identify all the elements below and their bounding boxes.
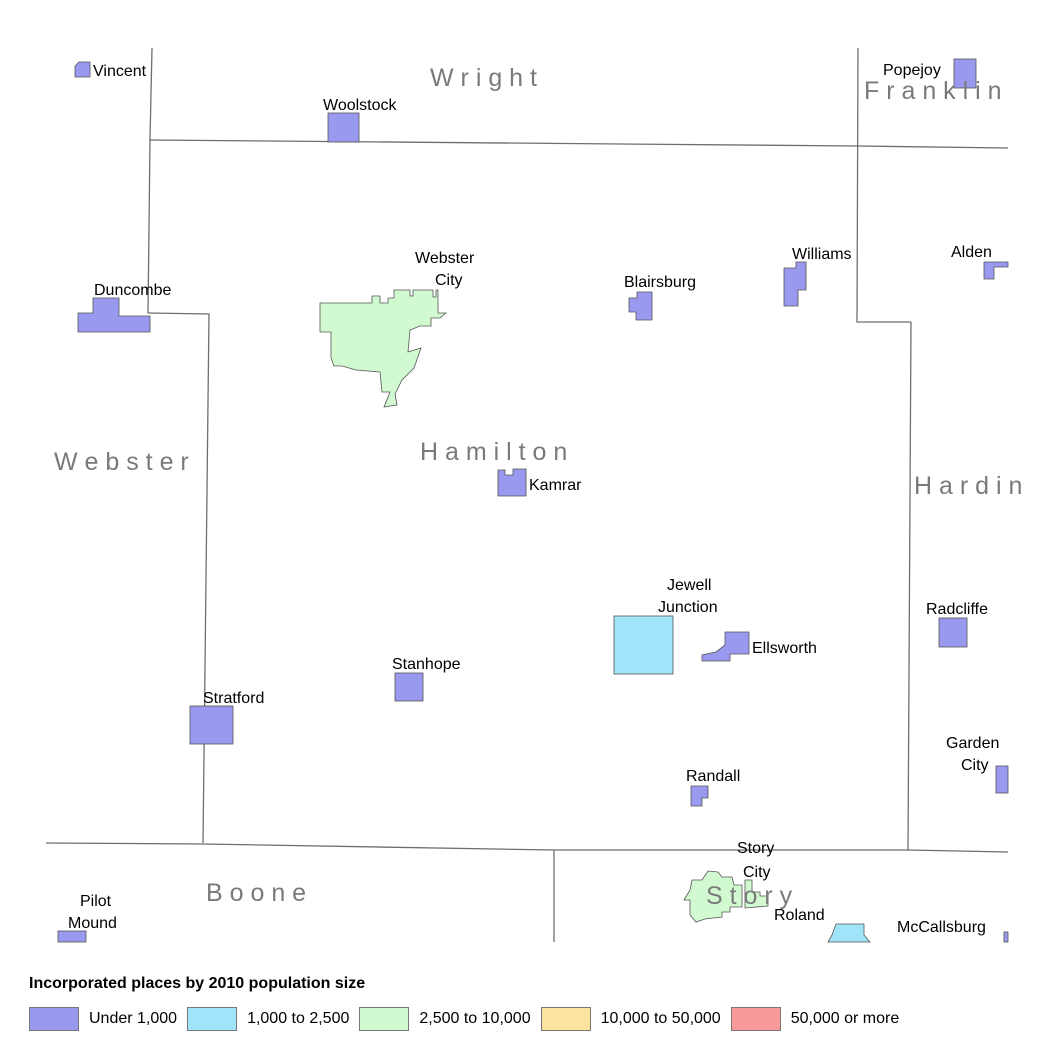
place-label-garden-city-2: City bbox=[961, 757, 989, 774]
place-alden[interactable] bbox=[983, 261, 1009, 280]
place-webster-city[interactable] bbox=[319, 289, 448, 408]
boundary-hamilton-hardin bbox=[907, 321, 912, 851]
place-label-blairsburg: Blairsburg bbox=[624, 274, 696, 291]
legend-item-2500-10000: 2,500 to 10,000 bbox=[359, 1007, 531, 1031]
place-label-pilot-mound-2: Mound bbox=[68, 915, 117, 932]
place-label-pilot-mound-1: Pilot bbox=[80, 893, 112, 910]
place-label-jewell-junction-1: Jewell bbox=[667, 577, 711, 594]
place-popejoy[interactable] bbox=[953, 58, 977, 89]
legend-item-10000-50000: 10,000 to 50,000 bbox=[540, 1007, 721, 1031]
legend-label-1000-2500: 1,000 to 2,500 bbox=[247, 1010, 350, 1027]
legend-item-1000-2500: 1,000 to 2,500 bbox=[187, 1007, 349, 1031]
place-label-popejoy: Popejoy bbox=[883, 62, 941, 79]
county-label-boone: B o o n e bbox=[206, 879, 306, 907]
place-label-jewell-junction-2: Junction bbox=[658, 599, 718, 616]
legend-label-10000-50000: 10,000 to 50,000 bbox=[600, 1010, 721, 1027]
place-label-ellsworth: Ellsworth bbox=[752, 640, 817, 657]
legend-swatch-10000-50000 bbox=[540, 1007, 591, 1031]
place-label-stratford: Stratford bbox=[203, 690, 264, 707]
place-williams[interactable] bbox=[783, 261, 807, 307]
place-label-duncombe: Duncombe bbox=[94, 282, 171, 299]
county-label-hamilton: H a m i l t o n bbox=[420, 438, 567, 466]
place-label-woolstock: Woolstock bbox=[323, 97, 398, 114]
place-pilot-mound[interactable] bbox=[57, 930, 87, 943]
legend-title: Incorporated places by 2010 population s… bbox=[29, 975, 366, 992]
legend-item-under-1000: Under 1,000 bbox=[29, 1007, 177, 1031]
boundary-hamilton-north bbox=[149, 139, 1009, 149]
place-jewell-junction[interactable] bbox=[613, 615, 674, 675]
place-label-story-city-1: Story bbox=[737, 840, 774, 857]
boundary-webster-wright-west bbox=[147, 47, 153, 314]
county-label-franklin: F r a n k l i n bbox=[864, 77, 1002, 105]
place-stratford[interactable] bbox=[189, 705, 234, 745]
place-label-stanhope: Stanhope bbox=[392, 656, 461, 673]
place-vincent[interactable] bbox=[74, 61, 91, 78]
place-duncombe[interactable] bbox=[77, 297, 151, 333]
county-label-hardin: H a r d i n bbox=[914, 472, 1022, 500]
place-blairsburg[interactable] bbox=[628, 291, 653, 321]
legend-swatch-50000-plus bbox=[730, 1007, 781, 1031]
place-label-garden-city-1: Garden bbox=[946, 735, 999, 752]
place-woolstock[interactable] bbox=[327, 112, 360, 143]
place-label-webster-city-1: Webster bbox=[415, 250, 475, 267]
legend-swatch-2500-10000 bbox=[359, 1007, 410, 1031]
place-mccallsburg-edge[interactable] bbox=[1003, 931, 1009, 943]
county-boundaries bbox=[45, 47, 1009, 942]
legend-items: Under 1,000 1,000 to 2,500 2,500 to 10,0… bbox=[29, 1007, 1029, 1031]
legend-item-50000-plus: 50,000 or more bbox=[730, 1007, 900, 1031]
legend-swatch-under-1000 bbox=[29, 1007, 79, 1031]
legend-label-under-1000: Under 1,000 bbox=[89, 1010, 178, 1027]
place-ellsworth[interactable] bbox=[701, 631, 750, 662]
place-label-mccallsburg: McCallsburg bbox=[897, 919, 986, 936]
boundary-hamilton-south bbox=[45, 842, 1009, 853]
place-label-roland: Roland bbox=[774, 907, 825, 924]
legend-swatch-1000-2500 bbox=[187, 1007, 238, 1031]
place-label-randall: Randall bbox=[686, 768, 740, 785]
county-label-wright: W r i g h t bbox=[430, 64, 537, 92]
place-label-kamrar: Kamrar bbox=[529, 477, 582, 494]
legend-label-2500-10000: 2,500 to 10,000 bbox=[419, 1010, 531, 1027]
place-randall[interactable] bbox=[690, 785, 709, 807]
boundary-hamilton-webster bbox=[147, 312, 210, 844]
places bbox=[57, 58, 1009, 943]
place-garden-city[interactable] bbox=[995, 765, 1009, 794]
boundary-wright-franklin bbox=[856, 47, 911, 323]
place-mccallsburg[interactable] bbox=[827, 923, 871, 943]
place-label-williams: Williams bbox=[792, 246, 852, 263]
legend: Incorporated places by 2010 population s… bbox=[29, 975, 1029, 1031]
place-roland[interactable] bbox=[744, 879, 769, 909]
legend-label-50000-plus: 50,000 or more bbox=[790, 1010, 900, 1027]
county-label-story: S t o r y bbox=[706, 882, 793, 910]
place-labels: Vincent Woolstock Popejoy Webster City B… bbox=[68, 62, 999, 936]
place-story-city[interactable] bbox=[683, 870, 743, 923]
county-label-webster: W e b s t e r bbox=[54, 448, 189, 476]
place-stanhope[interactable] bbox=[394, 672, 424, 702]
place-radcliffe[interactable] bbox=[938, 617, 968, 648]
place-label-radcliffe: Radcliffe bbox=[926, 601, 988, 618]
place-kamrar[interactable] bbox=[497, 468, 527, 497]
place-label-alden: Alden bbox=[951, 244, 992, 261]
county-labels: W r i g h t F r a n k l i n W e b s t e … bbox=[54, 64, 1022, 910]
place-label-story-city-2: City bbox=[743, 864, 771, 881]
place-label-webster-city-2: City bbox=[435, 272, 463, 289]
map: W r i g h t F r a n k l i n W e b s t e … bbox=[45, 47, 1022, 943]
place-label-vincent: Vincent bbox=[93, 63, 147, 80]
